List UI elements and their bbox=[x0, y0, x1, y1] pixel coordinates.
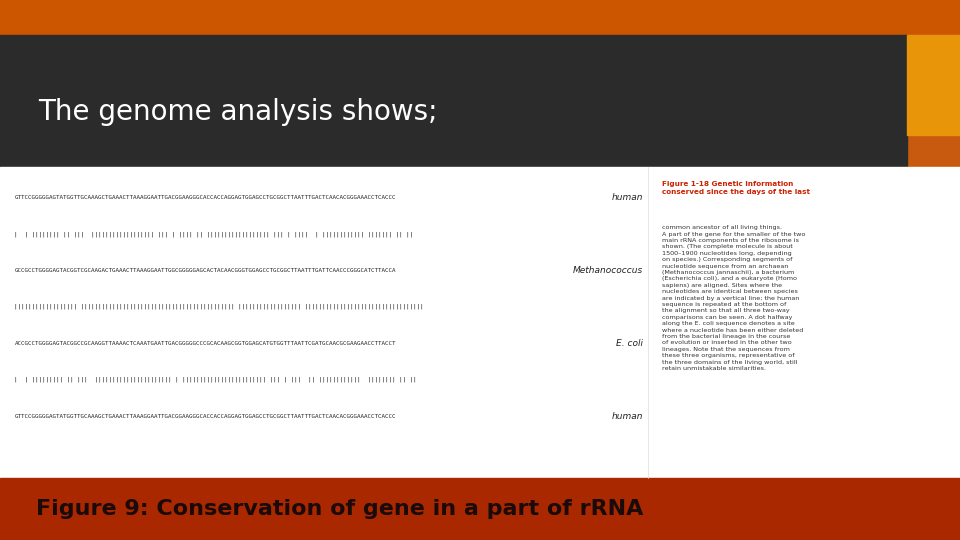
Bar bbox=[0, 478, 960, 540]
Bar bbox=[907, 35, 960, 135]
Text: Figure 9: Conservation of gene in a part of rRNA: Figure 9: Conservation of gene in a part… bbox=[36, 499, 644, 519]
Text: The genome analysis shows;: The genome analysis shows; bbox=[38, 98, 438, 126]
Text: human: human bbox=[612, 411, 643, 421]
Text: human: human bbox=[612, 193, 643, 202]
Bar bbox=[0, 0, 960, 35]
Text: |  | ||||||||| || |||  |||||||||||||||||||||| | |||||||||||||||||||||||| ||| | |: | | ||||||||| || ||| |||||||||||||||||||… bbox=[14, 377, 417, 382]
Text: |  | |||||||| || |||  |||||||||||||||||| ||| | |||| || |||||||||||||||||| ||| | : | | |||||||| || ||| |||||||||||||||||| |… bbox=[14, 231, 414, 237]
Text: Methanococcus: Methanococcus bbox=[573, 266, 643, 275]
Text: Figure 1-18 Genetic information
conserved since the days of the last: Figure 1-18 Genetic information conserve… bbox=[662, 181, 810, 194]
Text: |||||||||||||||||| |||||||||||||||||||||||||||||||||||||||||||| ||||||||||||||||: |||||||||||||||||| |||||||||||||||||||||… bbox=[14, 304, 424, 309]
Text: GTTCCGGGGGAGTATGGTTGCAAAGCTGAAACTTAAAGGAATTGACGGAAGGGCACCACCAGGAGTGGAGCCTGCGGCTT: GTTCCGGGGGAGTATGGTTGCAAAGCTGAAACTTAAAGGA… bbox=[14, 195, 396, 200]
Text: E. coli: E. coli bbox=[616, 339, 643, 348]
Text: ACCGCCTGGGGAGTACGGCCGCAAGGTTAAAACTCAAATGAATTGACGGGGGCCCGCACAAGCGGTGGAGCATGTGGTTT: ACCGCCTGGGGAGTACGGCCGCAAGGTTAAAACTCAAATG… bbox=[14, 341, 396, 346]
Bar bbox=[0, 167, 960, 478]
Bar bbox=[0, 35, 907, 167]
Text: GCCGCCTGGGGAGTACGGTCGCAAGACTGAAACTTAAAGGAATTGGCGGGGGAGCACTACAACGGGTGGAGCCTGCGGCT: GCCGCCTGGGGAGTACGGTCGCAAGACTGAAACTTAAAGG… bbox=[14, 268, 396, 273]
Text: common ancestor of all living things.
A part of the gene for the smaller of the : common ancestor of all living things. A … bbox=[662, 225, 805, 371]
Text: GTTCCGGGGGAGTATGGTTGCAAAGCTGAAACTTAAAGGAATTGACGGAAGGGCACCACCAGGAGTGGAGCCTGCGGCTT: GTTCCGGGGGAGTATGGTTGCAAAGCTGAAACTTAAAGGA… bbox=[14, 414, 396, 418]
